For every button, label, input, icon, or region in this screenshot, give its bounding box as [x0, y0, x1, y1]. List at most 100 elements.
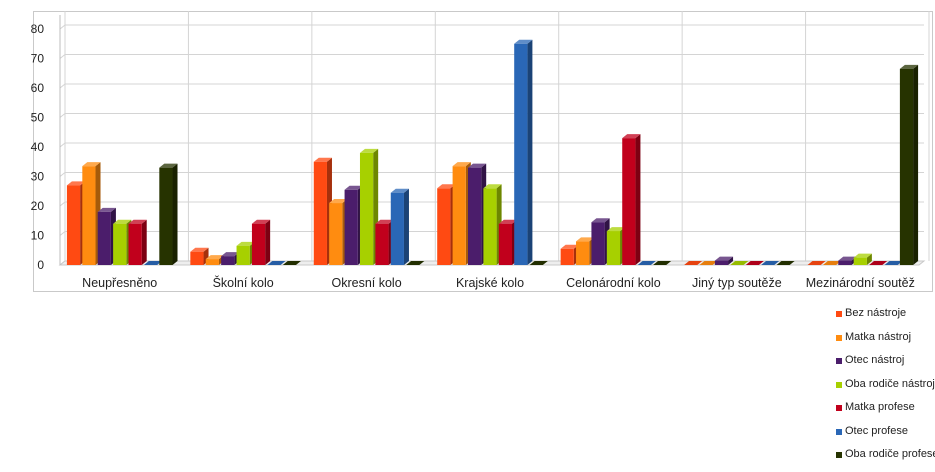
gridline-depth	[59, 24, 66, 30]
legend-label: Bez nástroje	[845, 307, 907, 319]
bar-top	[313, 157, 332, 162]
legend-label: Oba rodiče profese	[845, 448, 935, 460]
legend-label: Otec nástroj	[845, 354, 905, 366]
bar-side	[141, 219, 147, 265]
y-tick-label: 80	[31, 22, 45, 36]
bar-top	[66, 181, 86, 186]
legend-item: Otec profese	[836, 425, 935, 449]
bar	[468, 167, 482, 265]
bar-side	[172, 163, 178, 265]
bar-top	[359, 148, 379, 153]
bar-flat	[406, 261, 425, 265]
bar-top	[591, 218, 610, 223]
bar	[514, 43, 528, 265]
legend-swatch	[836, 334, 842, 341]
bar	[329, 203, 343, 265]
bar-side	[265, 219, 271, 265]
bar-top	[853, 253, 872, 258]
bar-top	[128, 219, 147, 224]
x-tick-label: Krajské kolo	[456, 276, 524, 290]
bar-flat	[884, 261, 903, 265]
chart-legend: Bez nástroje Matka nástroj Otec nástroj Oba…	[836, 307, 935, 472]
bar	[128, 223, 142, 265]
bar-top	[344, 185, 363, 190]
bar	[375, 223, 389, 265]
bar-flat	[653, 261, 672, 265]
bar-flat	[776, 261, 795, 265]
x-tick-label: Neupřesněno	[82, 276, 157, 290]
bar-flat	[637, 261, 656, 265]
bar	[622, 138, 636, 265]
bar-top	[560, 244, 579, 249]
bar-flat	[730, 261, 749, 265]
bar	[838, 260, 852, 265]
bar	[498, 223, 512, 265]
bar	[236, 245, 250, 265]
bar-flat	[745, 261, 764, 265]
legend-item: Oba rodiče profese	[836, 448, 935, 472]
y-tick-label: 70	[31, 52, 45, 66]
bar-flat	[282, 261, 301, 265]
y-tick-label: 20	[31, 199, 45, 213]
bar-top	[375, 219, 394, 224]
legend-swatch	[836, 358, 842, 364]
bar-top	[622, 134, 641, 139]
bar-top	[899, 64, 919, 69]
bar-top	[714, 256, 734, 261]
x-tick-label: Mezinárodní soutěž	[806, 276, 915, 290]
y-tick-label: 60	[31, 81, 45, 95]
legend-label: Oba rodiče nástroj	[845, 377, 935, 390]
bar-top	[838, 256, 857, 261]
bar-top	[498, 219, 517, 224]
bar	[97, 211, 111, 265]
gridline-depth	[59, 201, 66, 207]
bar-side	[866, 253, 872, 265]
bar-top	[236, 241, 255, 246]
bar-flat	[761, 261, 780, 265]
bar	[899, 68, 914, 265]
bar-side	[635, 134, 641, 265]
gridline-depth	[59, 54, 66, 59]
bar	[390, 192, 404, 265]
bar-side	[913, 64, 919, 265]
legend-item: Otec nástroj	[836, 354, 935, 378]
bar-top	[514, 39, 533, 44]
legend-label: Matka profese	[845, 401, 915, 413]
bar-flat	[143, 261, 163, 265]
bar-top	[468, 163, 487, 168]
bar-top	[606, 227, 626, 232]
bar	[576, 241, 590, 265]
gridline-depth	[59, 231, 66, 236]
bar	[344, 189, 358, 265]
bar	[452, 166, 466, 265]
bar-flat	[267, 261, 286, 265]
bar-top	[576, 237, 595, 242]
y-tick-label: 40	[31, 140, 45, 154]
y-tick-label: 30	[31, 170, 45, 184]
bar-top	[159, 163, 178, 168]
legend-item: Matka profese	[836, 401, 935, 425]
x-tick-label: Celonárodní kolo	[566, 276, 661, 290]
bar-flat	[807, 261, 826, 265]
bar-top	[390, 188, 409, 193]
legend-label: Otec profese	[845, 424, 908, 437]
bar-top	[113, 219, 132, 224]
bar-chart: 0 10 20 30 40 50 60 70 80 Neupřesněno Školní kolo O…	[31, 11, 930, 290]
gridline-depth	[59, 142, 66, 148]
bar-top	[251, 219, 271, 224]
bar	[560, 248, 574, 265]
gridline-depth	[59, 113, 66, 118]
bar-top	[205, 255, 224, 260]
bar-flat	[699, 261, 718, 265]
bar	[159, 167, 173, 265]
bar-top	[437, 184, 456, 189]
bar	[251, 223, 266, 265]
bar-flat	[822, 261, 842, 265]
bar-top	[483, 184, 502, 189]
bar-top	[190, 247, 209, 252]
bar-top	[82, 162, 101, 167]
y-tick-label: 50	[31, 111, 45, 125]
bar	[113, 223, 127, 265]
bar-flat	[869, 261, 888, 265]
bar	[190, 251, 204, 265]
